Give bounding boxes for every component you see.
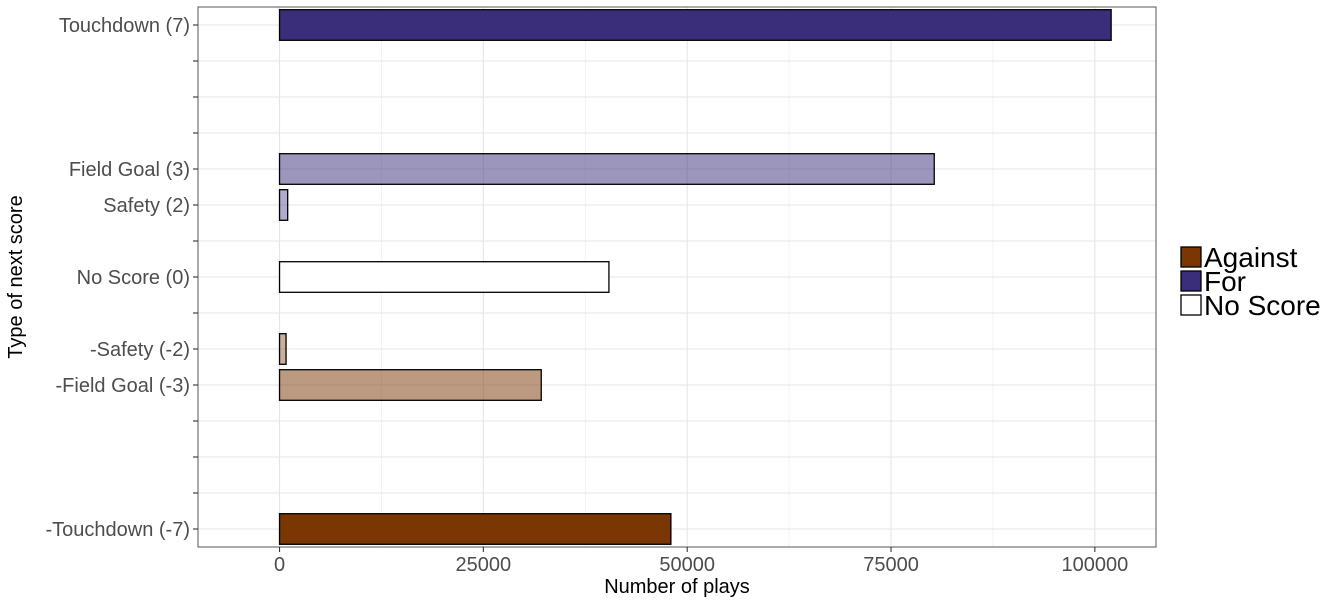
- x-axis: 0 25000 50000 75000 100000: [274, 547, 1128, 576]
- y-tick-label: Touchdown (7): [59, 15, 190, 37]
- legend-key-for: [1180, 270, 1202, 292]
- y-tick-label: Field Goal (3): [69, 159, 190, 181]
- bar-safety-2: [278, 333, 287, 365]
- y-tick-label: No Score (0): [77, 267, 190, 289]
- x-tick-label: 0: [274, 554, 285, 576]
- bars: [278, 9, 1112, 545]
- bar-field-goal-3: [278, 369, 542, 401]
- y-tick-label: -Touchdown (-7): [45, 519, 190, 541]
- legend-label: No Score: [1204, 290, 1321, 321]
- y-axis: Touchdown (7) Field Goal (3) Safety (2) No …: [45, 15, 198, 541]
- legend-key-against: [1180, 246, 1202, 268]
- y-tick-label: -Safety (-2): [90, 339, 190, 361]
- y-tick-label: -Field Goal (-3): [56, 375, 190, 397]
- x-tick-label: 25000: [456, 554, 512, 576]
- y-tick-label: Safety (2): [103, 195, 190, 217]
- x-tick-label: 100000: [1061, 554, 1128, 576]
- x-tick-label: 75000: [863, 554, 919, 576]
- bar-no-score-0: [278, 261, 610, 293]
- bar-touchdown-7: [278, 9, 1112, 41]
- x-tick-label: 50000: [659, 554, 715, 576]
- bar-field-goal-3: [278, 153, 935, 185]
- y-axis-title: Type of next score: [5, 195, 27, 358]
- grid-lines: [198, 7, 1156, 547]
- legend-label: Against: [1204, 242, 1298, 273]
- x-axis-title: Number of plays: [604, 576, 750, 598]
- legend-key-no-score: [1180, 294, 1202, 316]
- legend-label: For: [1204, 266, 1246, 297]
- bar-safety-2: [278, 189, 289, 221]
- bar-touchdown-7: [278, 513, 672, 545]
